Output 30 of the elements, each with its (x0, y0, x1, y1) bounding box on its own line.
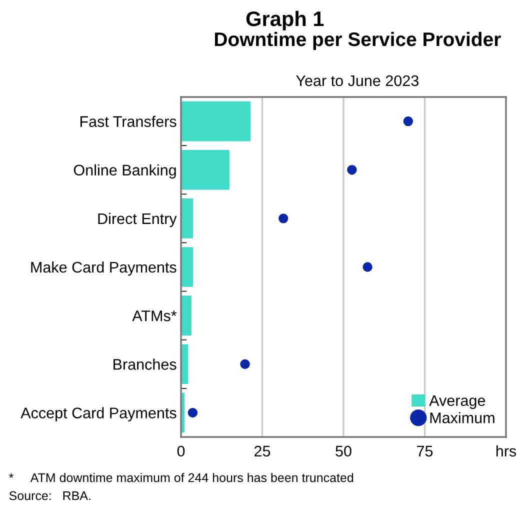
point (347, 164, 357, 175)
point (240, 359, 250, 370)
y-tick-label: Online Banking (74, 164, 176, 179)
bar (181, 247, 194, 287)
source-note: Source: RBA. (9, 491, 90, 500)
legend-label: Maximum (430, 412, 494, 424)
x-tick-label: 0 (177, 446, 185, 457)
x-tick-label: 75 (417, 446, 433, 457)
point (188, 408, 198, 418)
point (403, 116, 414, 126)
y-tick-label: Direct Entry (98, 212, 177, 228)
chart-title: Downtime per Service Provider (215, 32, 501, 50)
bar (181, 150, 230, 190)
chart-subtitle: Year to June 2023 (296, 75, 418, 86)
text: * ATM downtime maximum of 244 hours has been truncated (9, 472, 354, 482)
x-tick-label: hrs (496, 445, 516, 457)
bar (181, 101, 251, 142)
x-tick-label: 25 (254, 446, 270, 457)
y-tick-label: Fast Transfers (80, 116, 176, 127)
legend-label: Average (429, 395, 486, 410)
bar (181, 198, 194, 238)
y-tick-label: Accept Card Payments (20, 407, 176, 422)
caption: Graph 1 (246, 10, 324, 30)
point (278, 214, 288, 224)
point (362, 262, 372, 272)
y-tick-label: Make Card Payments (31, 261, 176, 276)
bar (181, 296, 192, 336)
x-tick-label: 50 (336, 446, 352, 457)
y-tick-label: ATMs* (132, 310, 177, 322)
y-tick-label: Branches (114, 358, 176, 370)
